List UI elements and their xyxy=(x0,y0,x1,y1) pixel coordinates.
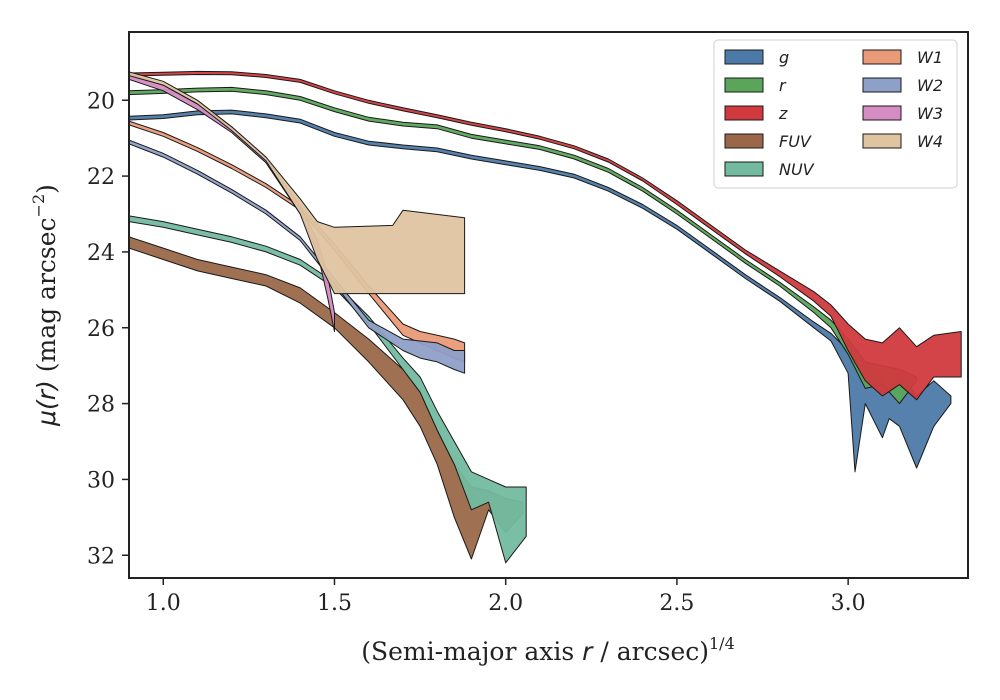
x-tick-label: 2.5 xyxy=(659,591,694,616)
y-axis-label: μ(r) (mag arcsec−2) xyxy=(29,184,61,427)
legend-swatch-z xyxy=(724,105,764,121)
legend-swatch-r xyxy=(724,77,764,93)
series-band-nuv xyxy=(129,215,527,564)
series-band-w4 xyxy=(129,71,466,295)
x-tick-label: 1.0 xyxy=(146,591,181,616)
legend-box xyxy=(713,39,958,189)
legend: grz FUV NUV W1 W2 W3 W4 xyxy=(713,39,958,189)
legend-label-g: g xyxy=(779,48,789,67)
legend-swatch-w2 xyxy=(862,77,902,93)
legend-label-w4: W4 xyxy=(917,132,943,151)
series-layer xyxy=(129,70,962,564)
y-tick-label: 22 xyxy=(87,165,115,190)
legend-swatch-fuv xyxy=(724,133,764,149)
legend-label-w1: W1 xyxy=(917,48,943,67)
legend-label-fuv: FUV xyxy=(779,132,812,151)
y-axis-ticks: 20 22 24 26 28 30 32 xyxy=(87,89,129,569)
x-tick-label: 2.0 xyxy=(488,591,523,616)
y-tick-label: 20 xyxy=(87,89,115,114)
x-tick-label: 1.5 xyxy=(317,591,352,616)
legend-swatch-g xyxy=(724,49,764,65)
legend-label-r: r xyxy=(779,76,787,95)
x-axis-ticks: 1.0 1.5 2.0 2.5 3.0 xyxy=(146,578,866,616)
y-tick-label: 30 xyxy=(87,468,115,493)
legend-label-nuv: NUV xyxy=(779,160,815,179)
y-tick-label: 26 xyxy=(87,317,115,342)
legend-label-w2: W2 xyxy=(917,76,943,95)
legend-swatch-w1 xyxy=(862,49,902,65)
series-band-z xyxy=(129,70,962,401)
y-tick-label: 32 xyxy=(87,544,115,569)
x-tick-label: 3.0 xyxy=(831,591,866,616)
legend-swatch-w3 xyxy=(862,105,902,121)
legend-swatch-w4 xyxy=(862,133,902,149)
plot-frame xyxy=(128,31,969,579)
legend-label-w3: W3 xyxy=(917,104,943,123)
y-tick-label: 28 xyxy=(87,393,115,418)
legend-label-z: z xyxy=(778,104,788,123)
x-axis-label: (Semi-major axis r / arcsec)1/4 xyxy=(361,634,735,666)
legend-swatch-nuv xyxy=(724,161,764,177)
y-tick-label: 24 xyxy=(87,241,115,266)
series-band-g xyxy=(129,109,952,473)
series-band-w2 xyxy=(129,139,466,374)
